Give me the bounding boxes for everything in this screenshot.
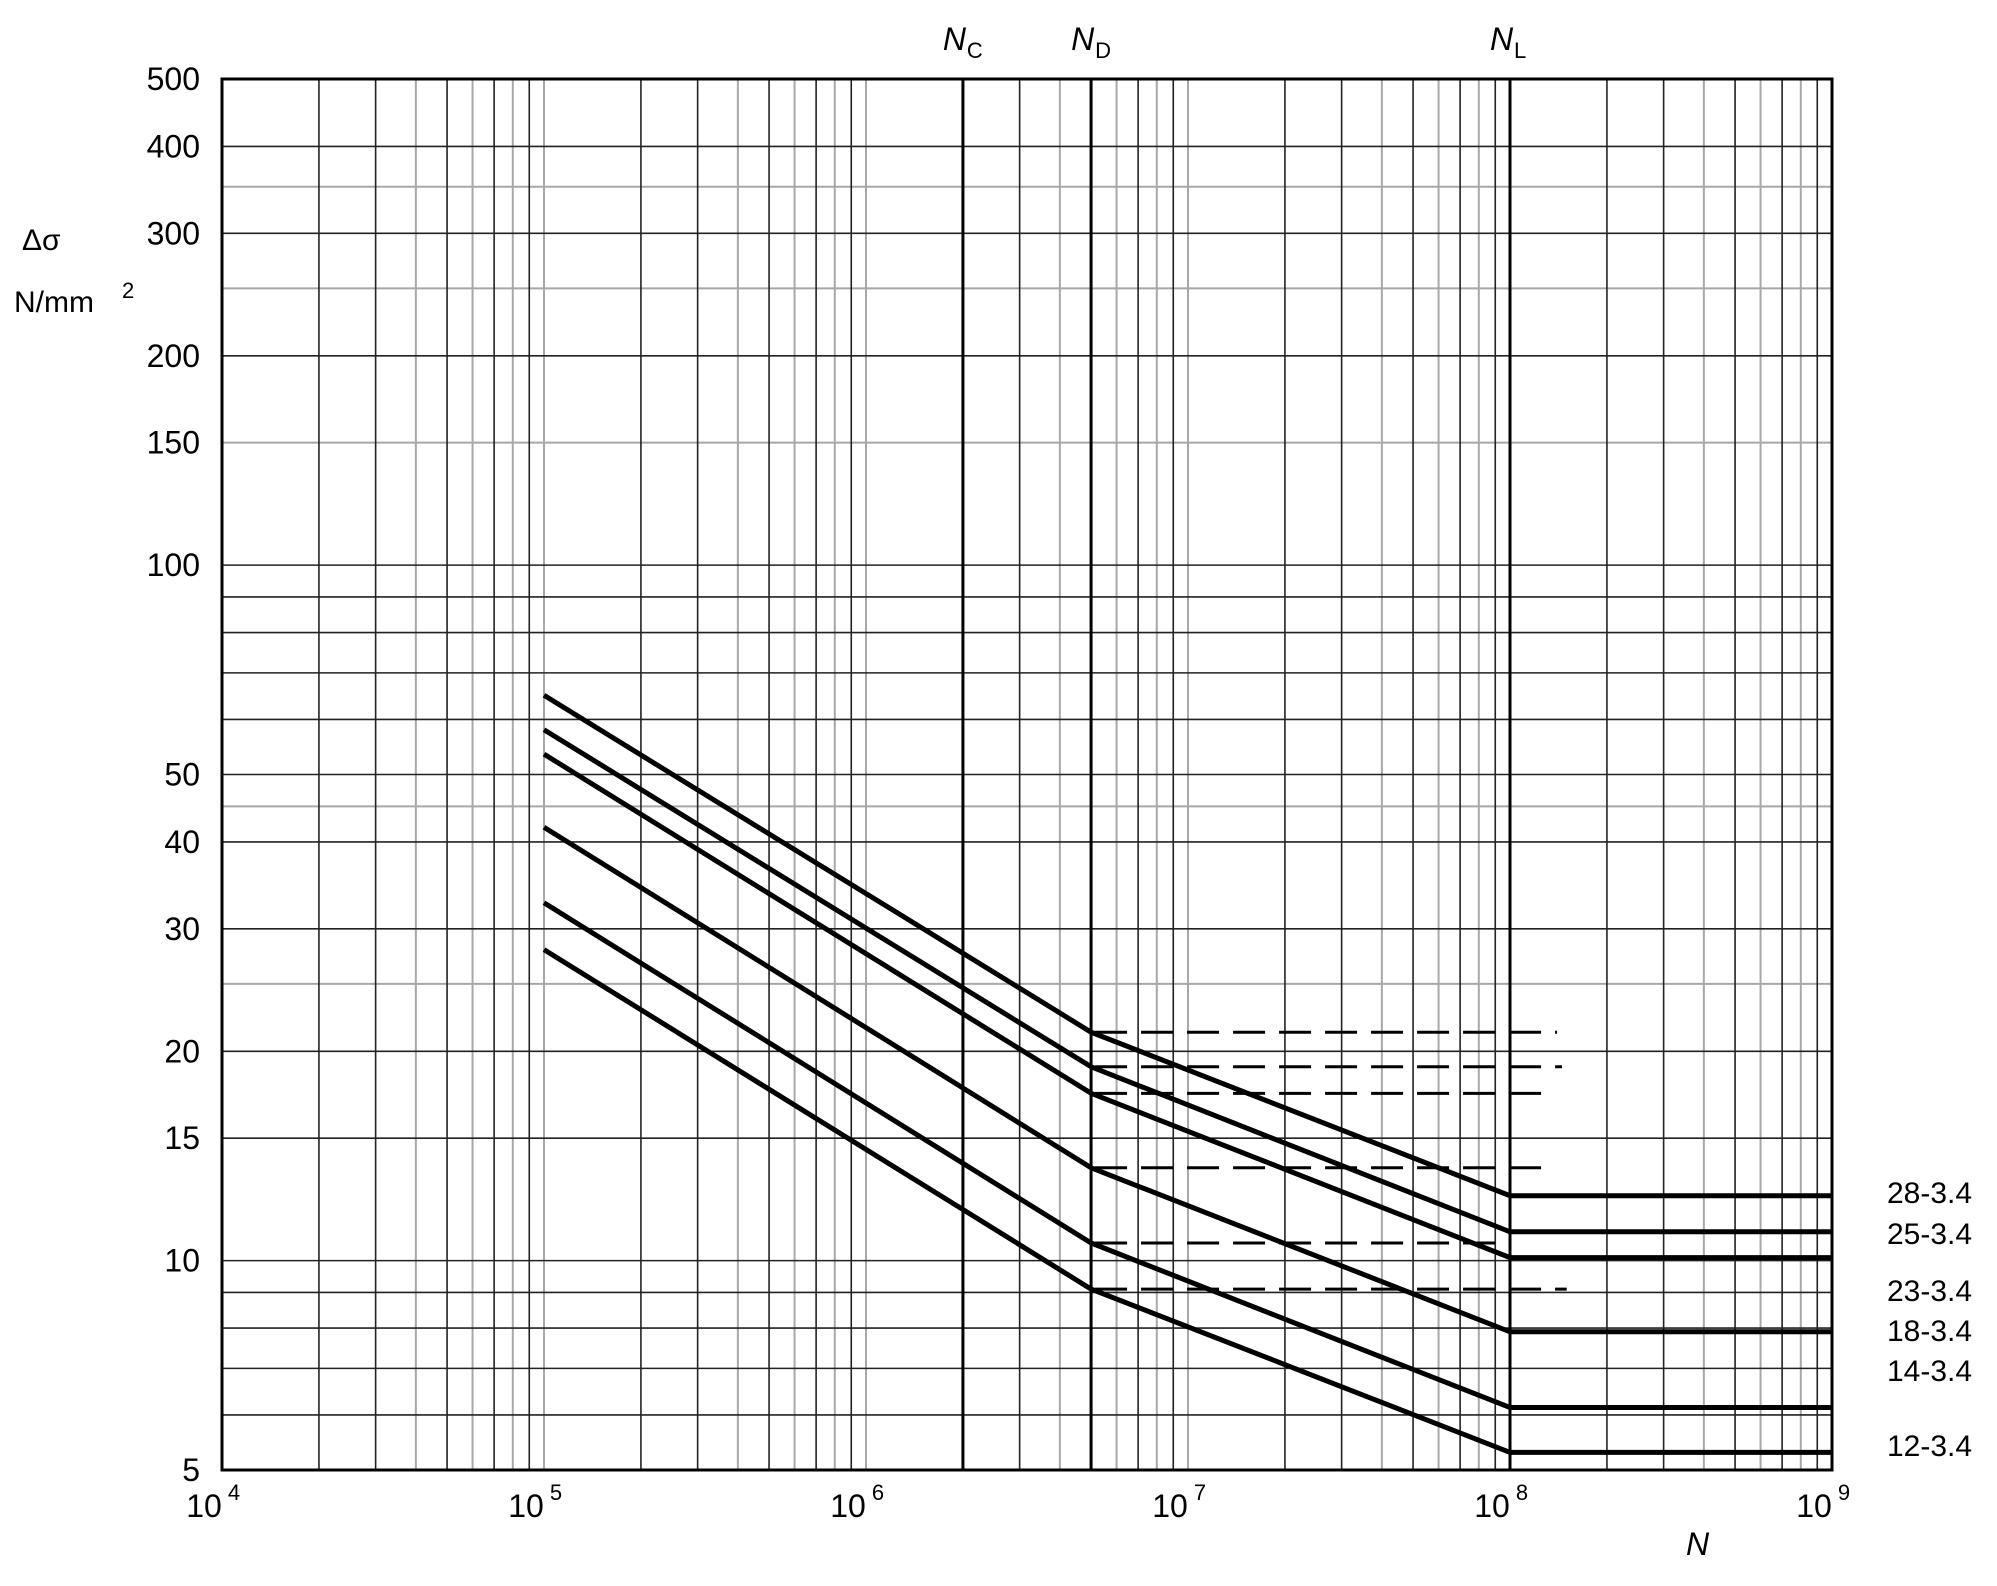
reference-label: N [1490, 21, 1514, 57]
series-label: 18-3.4 [1887, 1315, 1972, 1348]
y-tick-label: 400 [147, 128, 200, 164]
series-line [542, 947, 1832, 1455]
x-tick-label: 10 [1474, 1488, 1510, 1524]
x-tick-label: 10 [186, 1488, 222, 1524]
y-tick-label: 20 [164, 1033, 200, 1069]
y-tick-label: 5 [182, 1452, 200, 1488]
x-tick-label: 10 [1796, 1488, 1832, 1524]
series-label: 28-3.4 [1887, 1177, 1972, 1210]
reference-lines [961, 79, 1512, 1470]
series-line [542, 693, 1832, 1199]
reference-label-sub: L [1514, 38, 1526, 63]
reference-label-sub: D [1095, 38, 1111, 63]
reference-label: N [1071, 21, 1095, 57]
series-lines [542, 693, 1832, 1455]
series-label: 14-3.4 [1887, 1355, 1972, 1388]
major-gridlines [222, 79, 1832, 1470]
series-labels: 28-3.4 25-3.4 23-3.4 18-3.4 14-3.4 12-3.4 [1887, 1177, 1972, 1463]
reference-label-sub: C [967, 38, 983, 63]
y-tick-label: 100 [147, 547, 200, 583]
y-tick-labels: 500 400 300 200 150 100 50 40 30 20 15 10 5 [147, 61, 200, 1488]
x-tick-labels: 10 4 10 5 10 6 10 7 10 8 10 9 [186, 1480, 1850, 1524]
series-label: 23-3.4 [1887, 1275, 1972, 1308]
series-line [542, 900, 1832, 1410]
plot-frame [220, 77, 1834, 1472]
y-tick-label: 500 [147, 61, 200, 97]
x-tick-label: 10 [508, 1488, 544, 1524]
series-line [542, 727, 1832, 1235]
reference-label: N [943, 21, 967, 57]
y-axis-unit: N/mm [14, 286, 94, 319]
y-tick-label: 15 [164, 1120, 200, 1156]
x-tick-exponent: 4 [228, 1480, 240, 1505]
y-tick-label: 150 [147, 425, 200, 461]
series-line [542, 825, 1832, 1335]
x-tick-exponent: 6 [872, 1480, 884, 1505]
x-tick-exponent: 5 [550, 1480, 562, 1505]
y-tick-label: 40 [164, 824, 200, 860]
x-tick-exponent: 7 [1194, 1480, 1206, 1505]
y-axis-unit-sup: 2 [122, 278, 134, 303]
y-tick-label: 30 [164, 911, 200, 947]
series-label: 12-3.4 [1887, 1430, 1972, 1463]
x-tick-label: 10 [1152, 1488, 1188, 1524]
y-axis-label: Δσ [22, 224, 61, 257]
x-tick-exponent: 8 [1516, 1480, 1528, 1505]
y-tick-label: 50 [164, 757, 200, 793]
series-line [542, 751, 1832, 1261]
y-tick-label: 200 [147, 338, 200, 374]
y-tick-label: 300 [147, 215, 200, 251]
x-tick-label: 10 [830, 1488, 866, 1524]
x-axis-label: N [1686, 1526, 1710, 1562]
series-label: 25-3.4 [1887, 1218, 1972, 1251]
y-tick-label: 10 [164, 1243, 200, 1279]
x-tick-exponent: 9 [1838, 1480, 1850, 1505]
